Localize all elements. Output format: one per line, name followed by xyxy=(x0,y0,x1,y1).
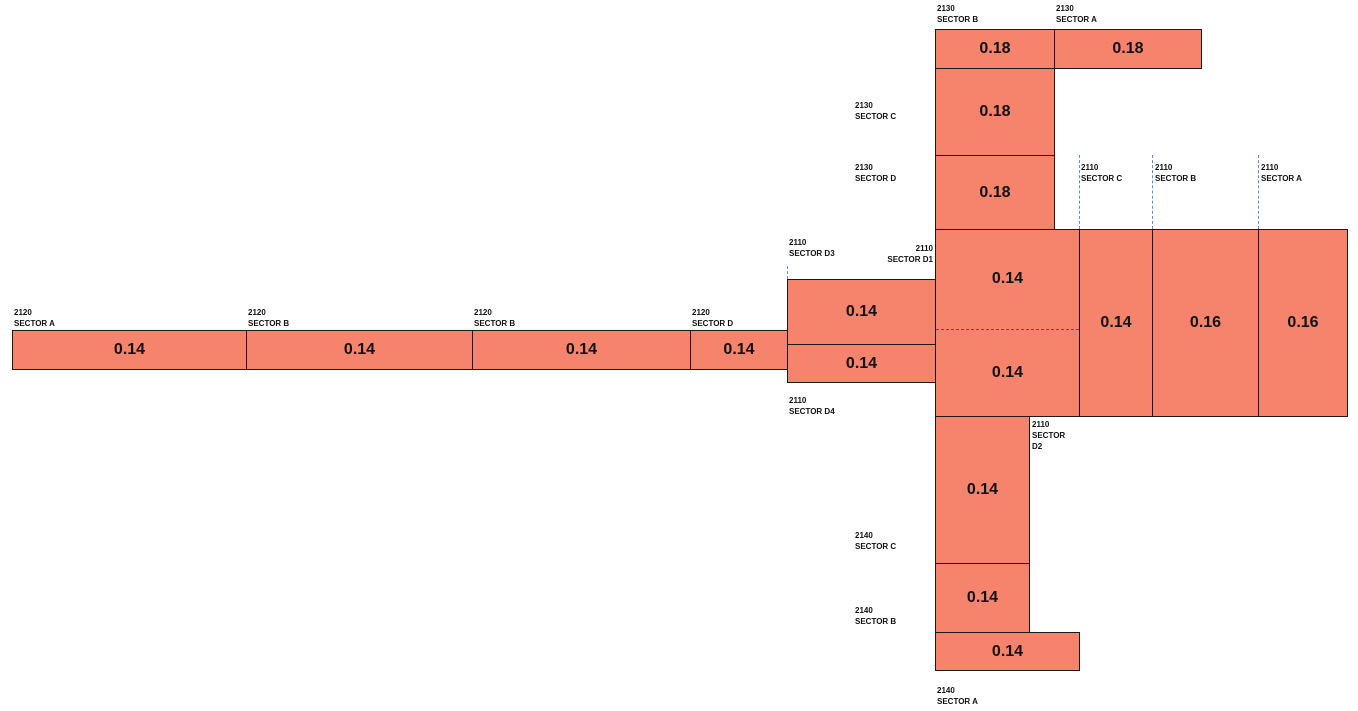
label-2130-sector-a: 2130 SECTOR A xyxy=(1056,4,1097,24)
sector-marker-2110-a xyxy=(1258,155,1259,229)
sector-divider-dashed xyxy=(936,329,1079,330)
block-value: 0.14 xyxy=(991,642,1024,660)
block-value: 0.18 xyxy=(979,183,1011,201)
label-2130-sector-d: 2130 SECTOR D xyxy=(855,163,897,183)
sector-marker-2110-c xyxy=(1079,155,1080,229)
label-2120-sector-b-1: 2120 SECTOR B xyxy=(248,308,290,328)
block-value: 0.14 xyxy=(966,589,999,606)
block-value: 0.14 xyxy=(845,354,878,372)
block-2140-sector-a: 0.14 xyxy=(935,632,1080,671)
block-value: 0.16 xyxy=(1287,314,1319,331)
label-2110-sector-b: 2110 SECTOR B xyxy=(1155,163,1197,183)
block-2110-sector-a: 0.16 xyxy=(1258,229,1348,417)
block-2130-sector-b: 0.18 xyxy=(935,29,1055,69)
block-value: 0.14 xyxy=(565,341,598,358)
block-2110-sector-c: 0.14 xyxy=(1079,229,1153,417)
label-2120-sector-d: 2120 SECTOR D xyxy=(692,308,734,328)
sector-marker-2110-d3 xyxy=(787,266,788,279)
label-2120-sector-b-2: 2120 SECTOR B xyxy=(474,308,516,328)
block-2120-sector-a: 0.14 xyxy=(12,330,247,370)
label-2110-sector-d1: 2110 SECTOR D1 xyxy=(887,244,933,264)
block-value: 0.14 xyxy=(343,341,376,358)
block-value-d1-lower: 0.14 xyxy=(991,364,1024,381)
block-2120-sector-b-2: 0.14 xyxy=(472,330,691,370)
block-2130-sector-d: 0.18 xyxy=(935,155,1055,230)
block-value: 0.14 xyxy=(1100,314,1132,331)
label-2140-sector-b: 2140 SECTOR B xyxy=(855,606,897,626)
label-2110-sector-d2: 2110 SECTOR D2 xyxy=(1032,420,1066,451)
label-2120-sector-a: 2120 SECTOR A xyxy=(14,308,55,328)
block-2130-sector-c: 0.18 xyxy=(935,68,1055,156)
label-2130-sector-b: 2130 SECTOR B xyxy=(937,4,979,24)
label-2110-sector-d3: 2110 SECTOR D3 xyxy=(789,238,835,258)
sector-marker-2110-b xyxy=(1152,155,1153,229)
block-2140-sector-c: 0.14 xyxy=(935,416,1030,564)
block-value: 0.18 xyxy=(1112,40,1144,57)
block-value: 0.18 xyxy=(979,40,1011,57)
block-value: 0.14 xyxy=(723,341,755,358)
label-2140-sector-c: 2140 SECTOR C xyxy=(855,531,897,551)
label-2110-sector-a: 2110 SECTOR A xyxy=(1261,163,1302,183)
block-2120-sector-b-1: 0.14 xyxy=(246,330,473,370)
block-value: 0.14 xyxy=(845,303,878,320)
label-2140-sector-a: 2140 SECTOR A xyxy=(937,686,978,706)
block-2110-sector-d3: 0.14 xyxy=(787,279,936,345)
block-2140-sector-b: 0.14 xyxy=(935,563,1030,633)
block-2110-sector-d4: 0.14 xyxy=(787,344,936,383)
block-value: 0.14 xyxy=(113,341,146,358)
label-2110-sector-d4: 2110 SECTOR D4 xyxy=(789,396,835,416)
block-value: 0.14 xyxy=(966,481,999,498)
block-value: 0.18 xyxy=(979,103,1011,120)
block-2110-sector-d1: 0.14 0.14 xyxy=(935,229,1080,417)
block-value-d1-upper: 0.14 xyxy=(991,270,1024,287)
block-2120-sector-d: 0.14 xyxy=(690,330,788,370)
label-2110-sector-c: 2110 SECTOR C xyxy=(1081,163,1123,183)
block-2130-sector-a: 0.18 xyxy=(1054,29,1202,69)
block-2110-sector-b: 0.16 xyxy=(1152,229,1259,417)
block-value: 0.16 xyxy=(1189,314,1222,331)
label-2130-sector-c: 2130 SECTOR C xyxy=(855,101,897,121)
